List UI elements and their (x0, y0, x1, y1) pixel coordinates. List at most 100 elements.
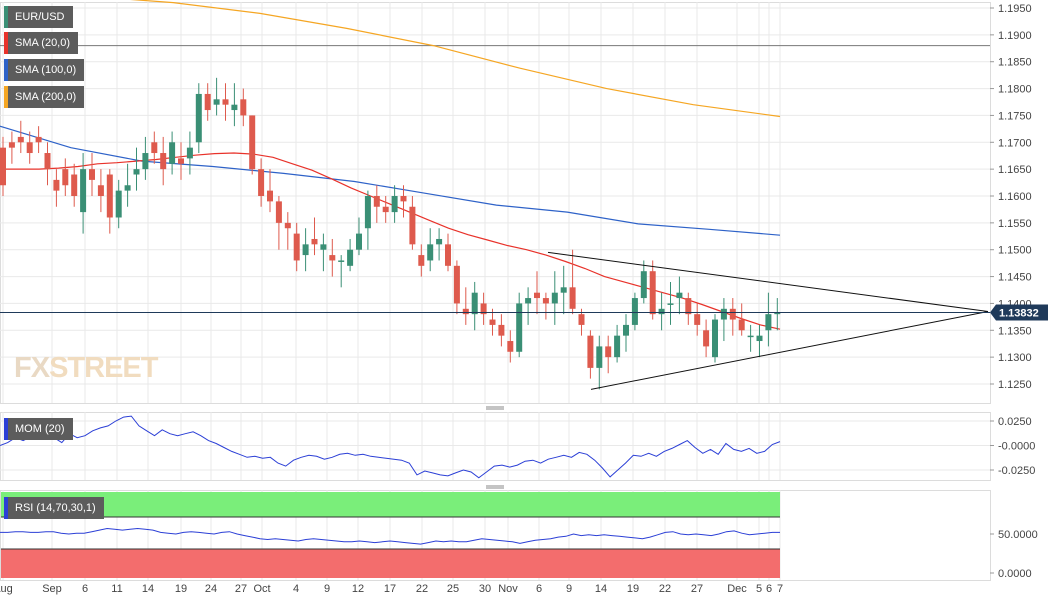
rsi-tag[interactable]: RSI (14,70,30,1) (4, 497, 104, 519)
x-tick-label: Dec (727, 583, 747, 595)
mom-color-bar (4, 418, 8, 440)
symbol-tag[interactable]: EUR/USD (4, 6, 73, 28)
candle-body (160, 153, 167, 170)
candle-body (151, 142, 158, 154)
y-tick-label: 1.1950 (998, 3, 1032, 15)
candle-body (382, 206, 389, 213)
x-tick-label: 19 (627, 583, 639, 595)
sma20-tag[interactable]: SMA (20,0) (4, 32, 79, 54)
mom-y-tick-label: 0.0250 (998, 416, 1032, 428)
y-tick-label: 1.1900 (998, 30, 1032, 42)
candle-body (80, 169, 87, 213)
candle-body (249, 115, 256, 170)
x-tick-label: Oct (253, 583, 270, 595)
candle-body (35, 136, 42, 143)
candle-body (729, 308, 736, 320)
rsi-label: RSI (14,70,30,1) (15, 502, 96, 514)
candle-body (62, 169, 69, 186)
rsi-line (0, 527, 780, 545)
watermark-street: STREET (49, 352, 158, 384)
candle-body (676, 292, 683, 299)
candle-body (275, 201, 282, 223)
x-tick-label: 6 (536, 583, 542, 595)
candle-body (667, 303, 674, 305)
y-tick-label: 1.1850 (998, 57, 1032, 69)
fxstreet-watermark: FXSTREET (14, 352, 158, 385)
candle-body (124, 185, 131, 191)
candle-body (89, 169, 95, 180)
candle-body (489, 319, 496, 325)
rsi-overbought-zone (1, 492, 780, 517)
candle-body (258, 169, 265, 196)
candle-body (302, 244, 309, 256)
candle-body (774, 312, 781, 315)
mom-label: MOM (20) (15, 423, 65, 435)
x-tick-label: 22 (659, 583, 671, 595)
candle-body (213, 99, 220, 105)
candle-body (685, 298, 692, 315)
triangle-upper-line (547, 251, 989, 312)
main-panel-frame (0, 2, 991, 404)
mom-tag[interactable]: MOM (20) (4, 418, 73, 440)
candle-body (631, 298, 638, 325)
candle-body (587, 335, 594, 368)
candle-body (320, 244, 327, 250)
sma200-line (129, 0, 781, 118)
candle-body (373, 196, 380, 207)
y-tick-label: 1.1300 (998, 352, 1032, 364)
x-tick-label: 12 (352, 583, 364, 595)
candle-body (614, 335, 621, 358)
candle-body (204, 93, 211, 111)
y-tick-label: 1.1250 (998, 379, 1032, 391)
sma100-color-bar (4, 59, 8, 81)
candle-body (8, 142, 15, 148)
candle-body (231, 104, 238, 111)
candle-body (391, 196, 398, 213)
candle-body (409, 206, 416, 245)
sma20-label: SMA (20,0) (15, 37, 71, 49)
candle-body (400, 196, 407, 202)
x-tick-label: 9 (566, 583, 572, 595)
mom-y-tick-label: -0.0250 (998, 465, 1035, 477)
x-tick-label: 11 (111, 583, 122, 595)
triangle-lower-line (590, 310, 989, 390)
candle-body (542, 298, 549, 304)
x-tick-label: 6 (82, 583, 88, 595)
candle-body (97, 185, 104, 196)
candle-body (26, 142, 33, 154)
candle-body (284, 222, 291, 229)
x-tick-label: Sep (42, 583, 62, 595)
mom-line (0, 415, 781, 479)
sma200-color-bar (4, 86, 8, 108)
x-tick-label: 7 (777, 583, 783, 595)
candle-body (44, 153, 51, 170)
x-tick-label: 27 (235, 583, 247, 595)
candle-body (267, 190, 273, 202)
x-tick-label: 24 (205, 583, 217, 595)
candle-body (551, 292, 558, 304)
sma100-tag[interactable]: SMA (100,0) (4, 59, 85, 81)
candle-body (712, 319, 718, 358)
rsi-y-tick-label: 50.0000 (998, 529, 1038, 541)
candle-body (596, 346, 603, 368)
y-tick-label: 1.1750 (998, 110, 1032, 122)
x-tick-label: 14 (595, 583, 607, 595)
candle-body (516, 303, 523, 352)
mom-panel-frame (0, 412, 991, 481)
x-tick-label: 25 (447, 583, 459, 595)
symbol-label: EUR/USD (15, 11, 65, 23)
candle-body (462, 308, 469, 315)
candle-body (623, 324, 629, 336)
y-tick-label: 1.1550 (998, 218, 1032, 230)
y-tick-label: 1.1700 (998, 137, 1032, 149)
rsi-color-bar (4, 497, 8, 519)
candle-body (418, 255, 425, 266)
candle-body (498, 324, 505, 336)
sma200-tag[interactable]: SMA (200,0) (4, 86, 85, 108)
sma20-color-bar (4, 32, 8, 54)
candle-body (436, 238, 443, 245)
candle-body (569, 287, 576, 309)
candle-body (71, 174, 78, 196)
